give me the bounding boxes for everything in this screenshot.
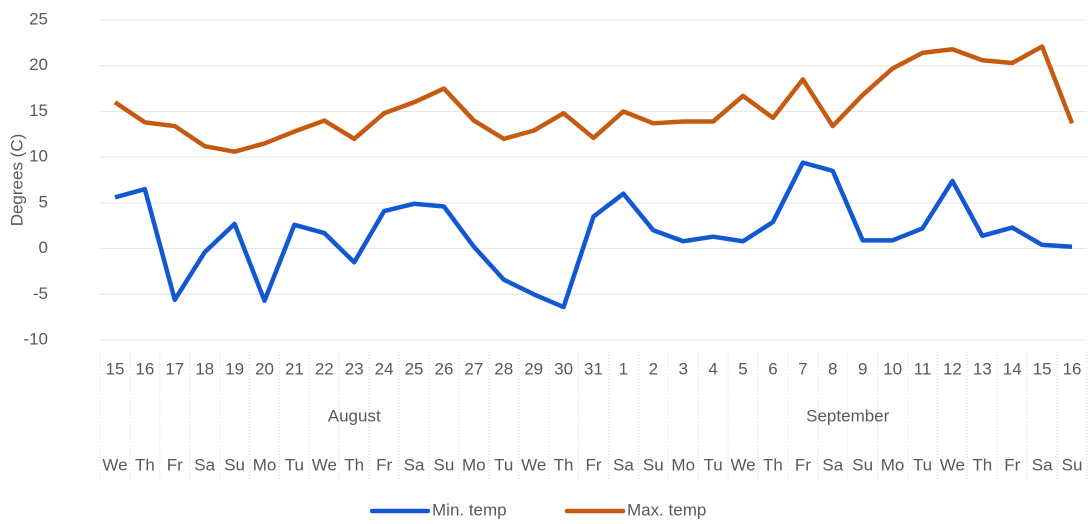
weekday-label: Tu [704,455,723,474]
series-line [113,44,1075,154]
x-tick-label: 10 [883,359,902,378]
weekday-label: Sa [194,455,215,474]
x-tick-label: 1 [619,359,628,378]
y-tick-label: -5 [33,284,48,303]
weekday-label: We [102,455,127,474]
weekday-label: Mo [253,455,277,474]
x-tick-label: 12 [943,359,962,378]
weekday-label: Sa [822,455,843,474]
x-tick-label: 15 [105,359,124,378]
y-tick-label: -10 [23,329,48,348]
x-tick-label: 5 [738,359,747,378]
x-tick-label: 16 [1063,359,1082,378]
weekday-label: Th [344,455,364,474]
x-tick-label: 3 [678,359,687,378]
y-axis-label: Degrees (C) [7,134,26,227]
x-tick-label: 9 [858,359,867,378]
x-tick-label: 13 [973,359,992,378]
weekday-label: Fr [376,455,392,474]
weekday-label: We [521,455,546,474]
weekday-label: Su [1062,455,1083,474]
y-tick-label: 20 [29,55,48,74]
weekday-label: We [312,455,337,474]
y-tick-label: 0 [39,238,48,257]
x-tick-label: 6 [768,359,777,378]
x-tick-label: 14 [1003,359,1022,378]
x-tick-label: 11 [914,359,932,378]
legend-label: Min. temp [432,500,507,519]
weekday-label: Mo [881,455,905,474]
weekday-label: Mo [671,455,695,474]
weekday-label: Fr [585,455,601,474]
x-tick-label: 26 [434,359,453,378]
y-tick-label: 15 [29,101,48,120]
weekday-label: Sa [613,455,634,474]
x-tick-label: 24 [375,359,394,378]
weekday-label: Su [224,455,245,474]
x-tick-label: 17 [165,359,184,378]
x-tick-label: 15 [1033,359,1052,378]
x-tick-label: 19 [225,359,244,378]
x-tick-label: 30 [554,359,573,378]
weekday-label: Fr [1004,455,1020,474]
weekday-label: Th [763,455,783,474]
x-tick-label: 28 [494,359,513,378]
weekday-label: Mo [462,455,486,474]
weekday-label: Fr [795,455,811,474]
weekday-label: We [940,455,965,474]
weekday-label: Su [434,455,455,474]
weekday-label: Tu [285,455,304,474]
x-tick-label: 20 [255,359,274,378]
x-tick-label: 23 [345,359,364,378]
series-line [114,160,1073,310]
weekday-label: Su [852,455,873,474]
weekday-label: Th [972,455,992,474]
month-label: August [328,406,381,425]
y-tick-label: 25 [29,9,48,28]
y-tick-label: 10 [29,147,48,166]
weekday-label: We [730,455,755,474]
x-tick-label: 22 [315,359,334,378]
legend-label: Max. temp [627,500,706,519]
x-tick-label: 31 [584,359,603,378]
x-tick-label: 2 [649,359,658,378]
weekday-label: Tu [913,455,932,474]
x-tick-label: 21 [285,359,304,378]
x-tick-label: 25 [405,359,424,378]
weekday-label: Su [643,455,664,474]
x-tick-label: 27 [464,359,483,378]
month-label: September [806,406,889,425]
y-tick-label: 5 [39,192,48,211]
x-tick-label: 16 [135,359,154,378]
weekday-label: Fr [167,455,183,474]
x-tick-label: 29 [524,359,543,378]
weekday-label: Sa [1032,455,1053,474]
x-tick-label: 18 [195,359,214,378]
x-tick-label: 7 [798,359,807,378]
weekday-label: Tu [494,455,513,474]
weekday-label: Sa [404,455,425,474]
weekday-label: Th [554,455,574,474]
weekday-label: Th [135,455,155,474]
x-tick-label: 4 [708,359,717,378]
x-tick-label: 8 [828,359,837,378]
